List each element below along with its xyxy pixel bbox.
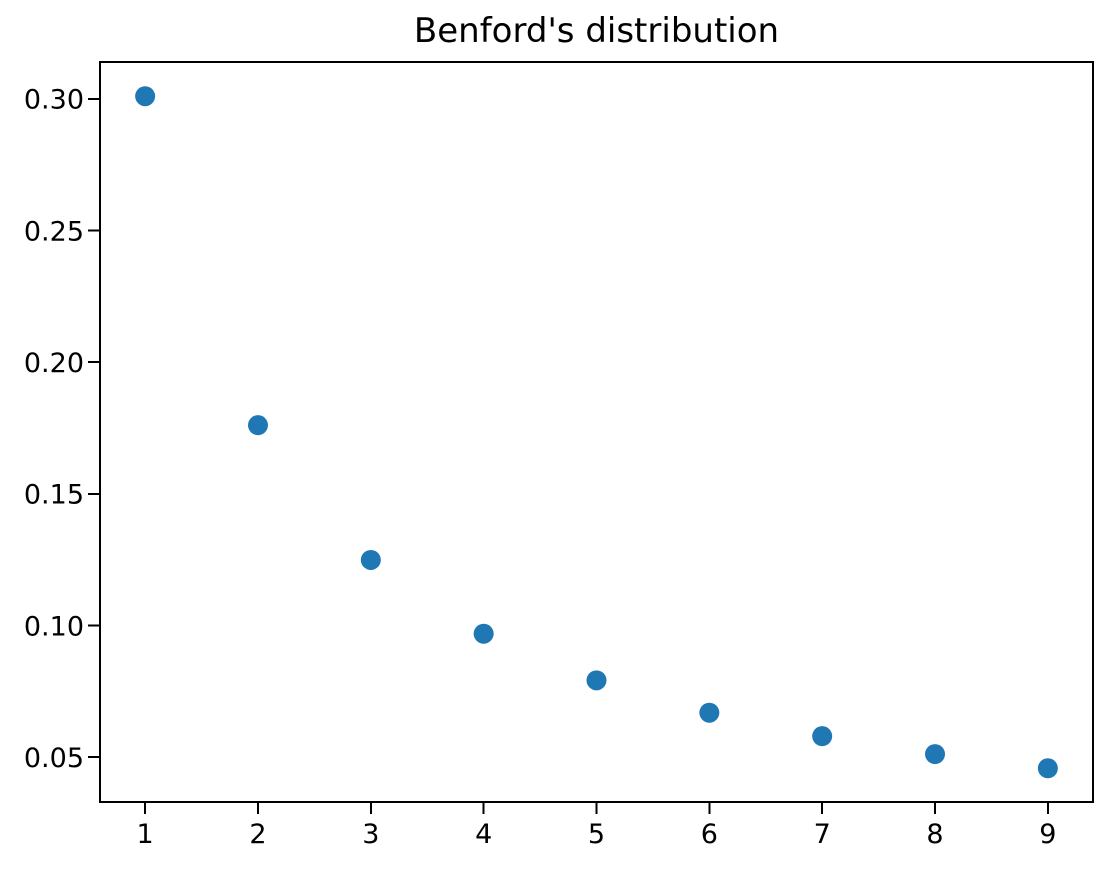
x-tick-label: 1 [137,819,154,850]
data-point [925,744,946,765]
data-point [699,702,720,723]
x-tick-label: 9 [1039,819,1056,850]
x-tick-label: 7 [814,819,831,850]
data-point [360,549,381,570]
y-tick-label: 0.05 [24,743,84,774]
y-tick-label: 0.30 [24,85,84,116]
data-point [1037,758,1058,779]
x-tick-label: 6 [701,819,718,850]
x-tick-label: 8 [926,819,943,850]
x-tick-label: 5 [588,819,605,850]
y-tick-label: 0.10 [24,611,84,642]
plot-frame [99,61,1094,803]
data-point [135,86,156,107]
y-tick-label: 0.15 [24,480,84,511]
y-tick-label: 0.20 [24,348,84,379]
data-point [812,726,833,747]
y-tick-label: 0.25 [24,216,84,247]
x-tick-label: 4 [475,819,492,850]
data-point [586,670,607,691]
data-point [473,623,494,644]
chart-title: Benford's distribution [413,11,780,51]
data-point [247,415,268,436]
x-tick-label: 3 [362,819,379,850]
x-tick-label: 2 [249,819,266,850]
